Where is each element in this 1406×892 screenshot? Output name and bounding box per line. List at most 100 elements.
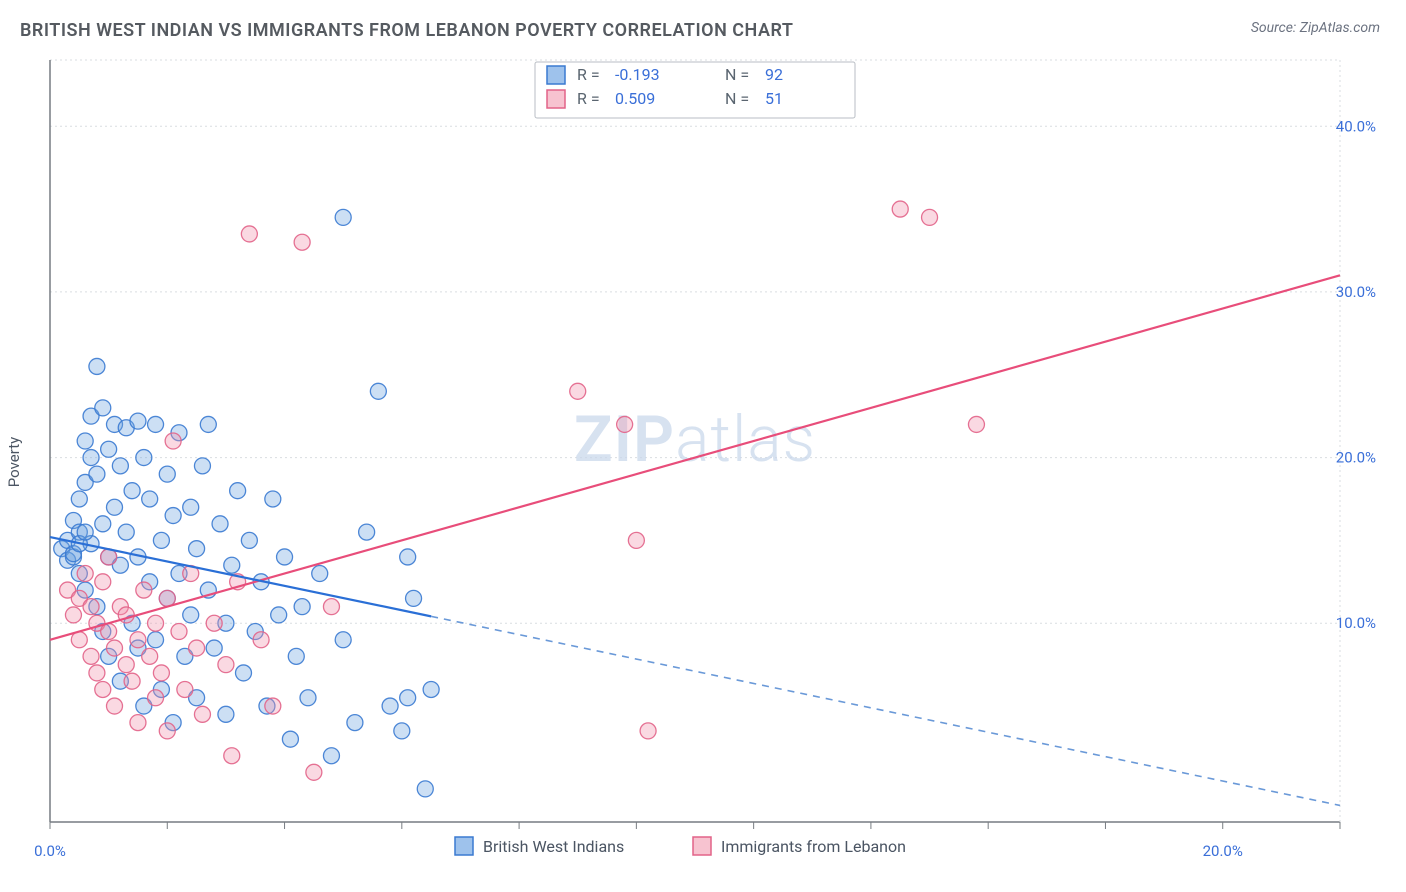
data-point [118,657,134,673]
legend-series-label: British West Indians [483,837,624,856]
data-point [370,383,386,399]
data-point [335,632,351,648]
data-point [124,483,140,499]
data-point [142,648,158,664]
legend-n-label: N = [725,65,749,84]
data-point [382,698,398,714]
source-label: Source: ZipAtlas.com [1251,20,1380,36]
y-tick-label: 30.0% [1336,283,1376,301]
data-point [165,433,181,449]
legend-swatch [547,90,565,108]
data-point [417,781,433,797]
data-point [206,615,222,631]
data-point [65,607,81,623]
legend-r-value: -0.193 [615,65,660,84]
data-point [206,640,222,656]
data-point [212,516,228,532]
legend-n-value: 92 [765,65,783,84]
data-point [640,723,656,739]
data-point [159,466,175,482]
data-point [400,690,416,706]
data-point [335,209,351,225]
data-point [159,723,175,739]
legend-swatch [547,66,565,84]
data-point [130,632,146,648]
legend-r-value: 0.509 [615,89,655,108]
data-point [77,566,93,582]
data-point [107,640,123,656]
data-point [95,681,111,697]
data-point [271,607,287,623]
data-point [148,416,164,432]
data-point [107,698,123,714]
data-point [218,657,234,673]
data-point [177,681,193,697]
data-point [570,383,586,399]
data-point [148,690,164,706]
legend-swatch [455,837,473,855]
trendline-blue-dashed [431,616,1340,805]
data-point [189,640,205,656]
data-point [294,599,310,615]
data-point [230,483,246,499]
data-point [323,599,339,615]
legend-swatch [693,837,711,855]
watermark: ZIPatlas [574,402,816,477]
chart-container: Poverty ZIPatlas0.0%20.0%10.0%20.0%30.0%… [20,52,1384,872]
data-point [148,615,164,631]
data-point [892,201,908,217]
x-tick-label: 0.0% [34,842,66,860]
legend-r-label: R = [577,89,600,108]
data-point [130,715,146,731]
data-point [306,764,322,780]
data-point [107,499,123,515]
data-point [347,715,363,731]
data-point [165,508,181,524]
data-point [183,607,199,623]
data-point [118,524,134,540]
data-point [241,226,257,242]
legend-n-label: N = [725,89,749,108]
data-point [282,731,298,747]
data-point [617,416,633,432]
data-point [312,566,328,582]
chart-title: BRITISH WEST INDIAN VS IMMIGRANTS FROM L… [20,20,793,41]
y-tick-label: 40.0% [1336,117,1376,135]
data-point [224,748,240,764]
data-point [400,549,416,565]
data-point [323,748,339,764]
data-point [300,690,316,706]
data-point [71,491,87,507]
y-tick-label: 10.0% [1336,614,1376,632]
data-point [95,516,111,532]
data-point [628,532,644,548]
data-point [236,665,252,681]
scatter-chart: ZIPatlas0.0%20.0%10.0%20.0%30.0%40.0%R =… [20,52,1380,872]
data-point [359,524,375,540]
data-point [77,524,93,540]
data-point [218,706,234,722]
legend-series-label: Immigrants from Lebanon [721,837,906,856]
data-point [83,450,99,466]
data-point [265,491,281,507]
data-point [423,681,439,697]
data-point [89,358,105,374]
data-point [136,582,152,598]
data-point [288,648,304,664]
data-point [77,433,93,449]
data-point [95,574,111,590]
data-point [394,723,410,739]
data-point [95,400,111,416]
data-point [124,673,140,689]
data-point [922,209,938,225]
data-point [189,541,205,557]
data-point [277,549,293,565]
x-tick-label: 20.0% [1203,842,1243,860]
data-point [142,491,158,507]
data-point [89,466,105,482]
data-point [194,458,210,474]
data-point [153,532,169,548]
data-point [968,416,984,432]
data-point [83,648,99,664]
data-point [200,416,216,432]
